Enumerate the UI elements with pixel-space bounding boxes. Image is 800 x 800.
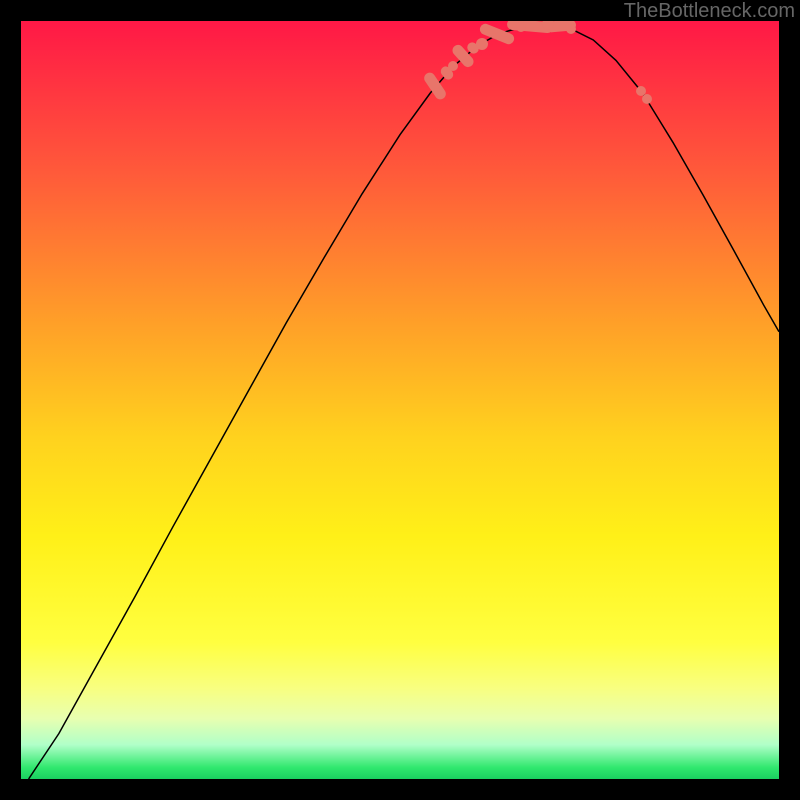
data-marker-dot <box>516 22 526 32</box>
data-marker-dot <box>642 94 652 104</box>
data-marker-dot <box>448 61 458 71</box>
bottleneck-curve <box>29 24 779 779</box>
curve-layer <box>21 21 779 779</box>
attribution-label: TheBottleneck.com <box>624 0 795 23</box>
chart-frame: TheBottleneck.com <box>0 0 800 800</box>
data-marker-dot <box>566 24 576 34</box>
data-marker-dot <box>476 38 488 50</box>
plot-area <box>21 21 779 779</box>
